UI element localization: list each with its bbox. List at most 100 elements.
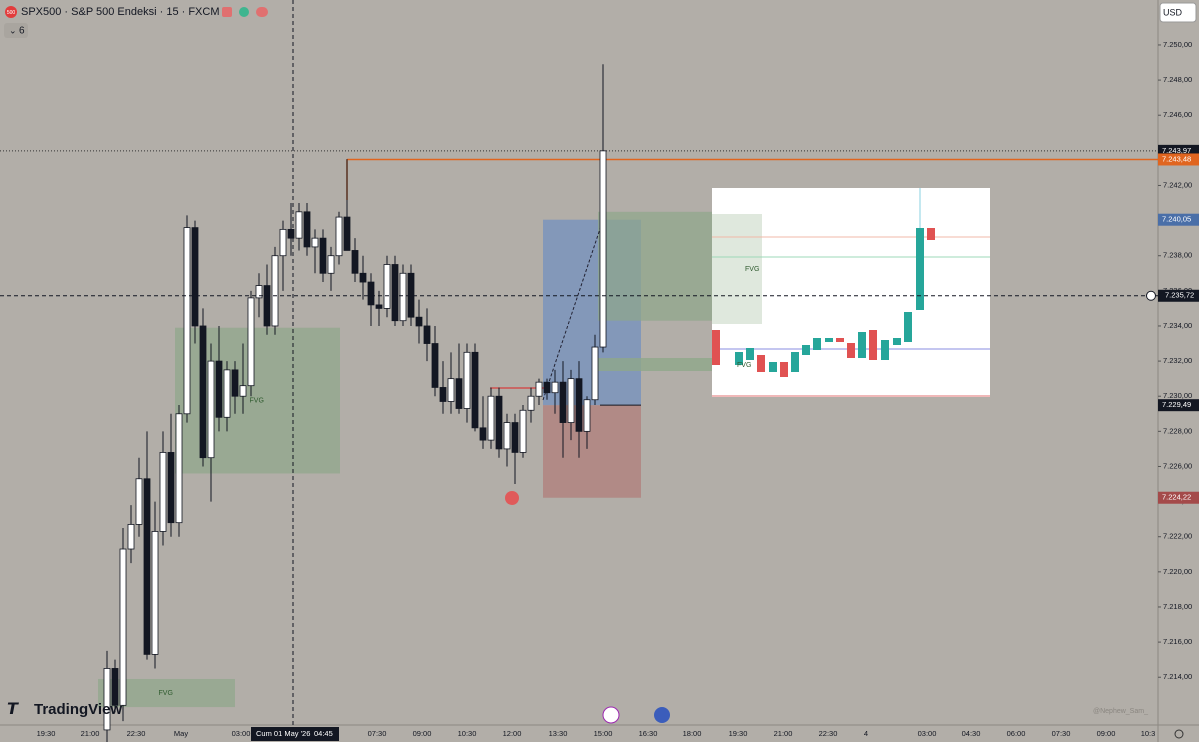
x-tick-label: 18:00 (683, 729, 702, 738)
candle-body (287, 228, 295, 239)
crosshair-add[interactable] (1146, 290, 1156, 301)
candle-body (503, 422, 511, 450)
x-tick-label: 03:00 (232, 729, 251, 738)
candle-body (175, 413, 183, 524)
y-tick-label: 7.248,00 (1163, 75, 1192, 84)
flag-icon[interactable] (654, 707, 670, 723)
currency-button[interactable] (1159, 2, 1197, 23)
watermark: @Nephew_Sam_ (1093, 708, 1148, 715)
x-tick-label: 10:30 (458, 729, 477, 738)
y-tick-label: 7.250,00 (1163, 40, 1192, 49)
inset-candle (836, 338, 844, 342)
candle-body (495, 395, 503, 450)
candle-body (343, 216, 351, 251)
inset-candle (791, 352, 799, 372)
currency: USD (1163, 7, 1183, 17)
candle-body (327, 255, 335, 274)
candle-body (519, 409, 527, 453)
price-tag (1158, 491, 1199, 504)
y-tick-label: 7.222,00 (1163, 532, 1192, 541)
candle-body (207, 360, 215, 459)
inset-candle (769, 362, 777, 372)
candle-body (535, 381, 543, 397)
x-tick-label: 12:00 (503, 729, 522, 738)
inset-candle (847, 343, 855, 358)
price-tag-label: 7.229,49 (1162, 400, 1191, 409)
trade-line (542, 219, 604, 401)
y-tick-label: 7.234,00 (1163, 321, 1192, 330)
candle-body (119, 548, 127, 706)
candle-body (567, 378, 575, 423)
candle-body (255, 285, 263, 299)
status-icon[interactable] (239, 7, 249, 17)
candle-body (143, 478, 151, 655)
candle-body (527, 395, 535, 411)
candle-body (223, 369, 231, 418)
status-icon[interactable] (222, 7, 232, 17)
marker (505, 491, 519, 505)
y-tick-label: 7.216,00 (1163, 637, 1192, 646)
symbol-badge: 500 (7, 10, 16, 16)
inset-candle (813, 338, 821, 350)
candle-body (199, 325, 207, 459)
event-icon[interactable] (602, 706, 620, 724)
x-tick-label: 19:30 (729, 729, 748, 738)
plot: FVG FVG FVG FVG (0, 0, 1158, 742)
settings-icon[interactable] (1174, 729, 1184, 739)
y-tick-label: 7.230,00 (1163, 391, 1192, 400)
candle-body (103, 668, 111, 731)
status-icon[interactable] (256, 7, 268, 17)
y-tick-label: 7.218,00 (1163, 602, 1192, 611)
y-tick-label: 7.246,00 (1163, 110, 1192, 119)
x-tick-label: 13:30 (549, 729, 568, 738)
inset-candle (712, 330, 720, 365)
x-tick-label: 03:00 (918, 729, 937, 738)
crosshair-time: 04:45 (314, 729, 333, 738)
inset-candle (757, 355, 765, 372)
price-tag (1158, 399, 1199, 412)
symbol-title: SPX500 · S&P 500 Endeksi · 15 · FXCM (21, 6, 220, 18)
y-tick-label: 7.226,00 (1163, 461, 1192, 470)
candle-body (319, 237, 327, 274)
crosshair-date: Cum 01 May '26 (256, 729, 310, 738)
candle-body (351, 250, 359, 274)
x-tick-label: 16:30 (639, 729, 658, 738)
y-tick-label: 7.238,00 (1163, 251, 1192, 260)
candle-body (599, 150, 607, 348)
candle-body (335, 216, 343, 257)
candle-body (423, 325, 431, 344)
candle-body (543, 381, 551, 394)
candle-body (183, 227, 191, 415)
candle-body (159, 452, 167, 532)
crosshair-price: 7.235,72 (1165, 291, 1194, 300)
candle-body (271, 255, 279, 327)
candle-body (471, 351, 479, 429)
candle-body (279, 228, 287, 257)
candle-body (135, 478, 143, 525)
y-tick-label: 7.220,00 (1163, 567, 1192, 576)
inset-candle (735, 352, 743, 365)
candle-body (295, 211, 303, 239)
price-tag (1158, 213, 1199, 226)
x-tick-label: 4 (864, 729, 868, 738)
candle-body (167, 452, 175, 524)
x-tick-label: 22:30 (819, 729, 838, 738)
indicators-toggle[interactable] (4, 23, 28, 38)
x-tick-label: 21:00 (774, 729, 793, 738)
x-tick-label: 09:00 (1097, 729, 1116, 738)
x-tick-label: 06:00 (1007, 729, 1026, 738)
inset-candle (927, 228, 935, 240)
inset-candle (780, 362, 788, 377)
candle-body (359, 272, 367, 283)
candle-body (583, 399, 591, 432)
candle-body (391, 264, 399, 322)
candle-body (383, 264, 391, 309)
chevron: ⌄ (9, 25, 17, 35)
zone (543, 405, 641, 498)
inset-candle (746, 348, 754, 360)
price-tag-label: 7.243,97 (1162, 146, 1191, 155)
y-tick-label: 7.242,00 (1163, 180, 1192, 189)
candle-body (399, 272, 407, 322)
x-tick-label: 09:00 (413, 729, 432, 738)
inset-label: FVG (745, 266, 759, 273)
